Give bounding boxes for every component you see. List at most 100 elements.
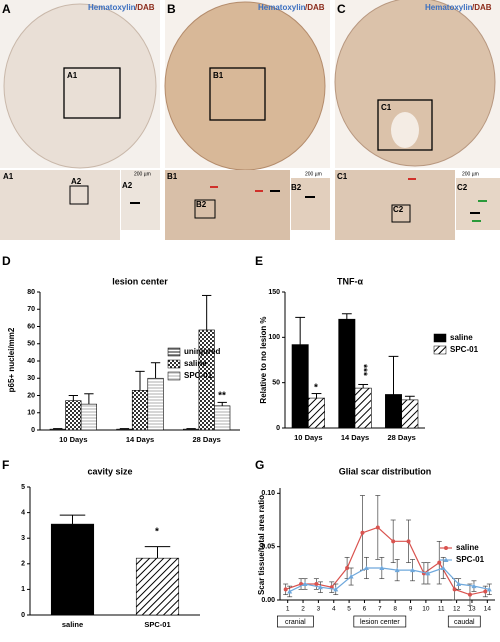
point [394, 567, 400, 573]
legend-swatch [433, 333, 447, 343]
roi-box [63, 67, 121, 119]
inset-label: C2 [457, 183, 468, 192]
region-label: lesion center [360, 619, 400, 626]
legend-label: saline [456, 543, 479, 552]
roi-box [377, 99, 433, 151]
x-tick-label: 2 [301, 606, 305, 613]
bar [131, 390, 149, 431]
x-tick-label: 3 [317, 606, 321, 613]
point [287, 588, 293, 594]
region-box [277, 615, 314, 628]
bar [385, 394, 402, 429]
bar [147, 377, 164, 431]
chart-title: lesion center [112, 276, 168, 286]
legend-label: saline [450, 333, 473, 342]
y-axis-label: p65+ nuclei/mm2 [7, 327, 16, 392]
x-tick-label: 5 [347, 606, 351, 613]
point [333, 586, 339, 592]
roi-box [194, 199, 216, 219]
x-tick-label: 10 Days [294, 433, 322, 442]
legend-label: saline [184, 359, 207, 368]
y-tick-label: 50 [272, 380, 280, 387]
y-tick-label: 100 [268, 334, 280, 341]
roi-box [391, 204, 411, 223]
point [379, 565, 385, 570]
y-tick-label: 40 [27, 358, 35, 365]
point [471, 583, 477, 589]
line [285, 526, 486, 596]
y-tick-label: 3 [21, 535, 25, 542]
panel-label: A [2, 2, 11, 16]
point [440, 565, 446, 570]
inset-label: B2 [291, 183, 302, 192]
y-tick-label: 2 [21, 561, 25, 568]
legend-swatch [167, 371, 181, 381]
y-tick-label: 0.05 [261, 544, 275, 551]
bar [80, 403, 97, 431]
point [406, 539, 411, 544]
x-tick-label: 12 [453, 606, 461, 613]
y-tick-label: 0.00 [261, 597, 275, 604]
bar [65, 400, 82, 431]
point [443, 557, 449, 562]
significance: * [155, 527, 159, 538]
stain-label: /DAB [305, 3, 325, 12]
micrographs: Hematoxylin /DAB Hematoxylin /DAB Hemato… [0, 0, 500, 240]
point [360, 530, 365, 535]
region-box [353, 615, 407, 628]
x-tick-label: 11 [438, 606, 445, 613]
region-label: caudal [454, 619, 475, 626]
y-axis-label: Scar tissue/total area ratio [257, 495, 266, 595]
y-tick-label: 5 [21, 484, 25, 491]
bar [50, 523, 95, 616]
legend-swatch [167, 359, 181, 369]
point [410, 567, 416, 573]
legend-label: uninjured [184, 347, 221, 356]
inset [165, 170, 290, 240]
region-box [447, 615, 481, 628]
line [289, 567, 490, 593]
y-tick-label: 0 [276, 425, 280, 432]
point [317, 584, 323, 590]
bar [49, 428, 66, 431]
point [302, 581, 308, 586]
point [283, 587, 288, 592]
y-tick-label: 0 [31, 427, 35, 434]
panel-label: G [255, 458, 264, 472]
stain-label: Hematoxylin [425, 3, 473, 12]
y-tick-label: 1 [21, 586, 25, 593]
inset-label: B1 [213, 71, 224, 80]
x-tick-label: 6 [363, 606, 367, 613]
stain-label: /DAB [135, 3, 155, 12]
chart-title: Glial scar distribution [339, 466, 432, 476]
panel-label: E [255, 254, 263, 268]
bar [183, 428, 200, 431]
point [467, 592, 472, 597]
y-tick-label: 30 [27, 375, 35, 382]
bar [291, 344, 309, 429]
point [363, 565, 369, 570]
x-tick-label: 9 [409, 606, 413, 613]
y-tick-label: 70 [27, 306, 35, 313]
stain-label: Hematoxylin [88, 3, 136, 12]
point [444, 546, 448, 550]
significance: ** [218, 391, 226, 402]
y-tick-label: 150 [268, 289, 280, 296]
point [452, 587, 457, 592]
y-tick-label: 0.10 [261, 490, 275, 497]
roi-box [69, 185, 89, 205]
point [314, 582, 319, 586]
arrows-green [472, 200, 487, 222]
inset-zoom [291, 178, 330, 230]
chart-title: TNF-α [337, 276, 363, 286]
bar [135, 557, 180, 616]
x-tick-label: 14 Days [126, 435, 154, 444]
bar [214, 405, 231, 431]
inset-label: C2 [393, 205, 404, 214]
x-tick-label: 10 [422, 606, 430, 613]
legend-label: SPC-01 [450, 345, 479, 354]
point [437, 560, 442, 565]
tissue [334, 0, 496, 167]
chart-title: cavity size [87, 466, 132, 476]
